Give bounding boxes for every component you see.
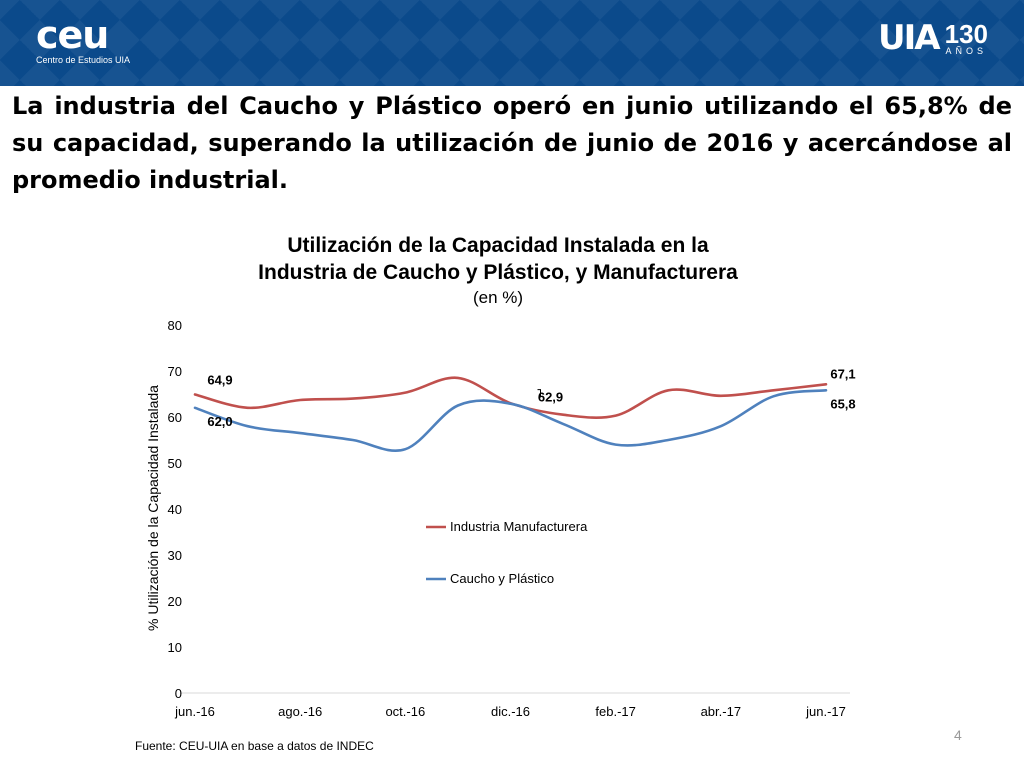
anniversary-text: AÑOS bbox=[945, 45, 988, 56]
slide-headline: La industria del Caucho y Plástico operó… bbox=[12, 92, 1012, 194]
ceu-logo-text: ceu bbox=[36, 13, 109, 57]
y-tick-label: 70 bbox=[168, 364, 182, 379]
uia-130-logo: UIA 130 AÑOS bbox=[878, 18, 988, 58]
anniversary-number: 130 bbox=[944, 18, 988, 49]
y-tick-label: 40 bbox=[168, 502, 182, 517]
x-tick-label: dic.-16 bbox=[491, 704, 530, 719]
chart-title: Utilización de la Capacidad Instalada en… bbox=[200, 232, 796, 286]
ceu-logo-subtext: Centro de Estudios UIA bbox=[36, 55, 131, 65]
legend-label: Industria Manufacturera bbox=[450, 519, 588, 534]
ceu-logo: ceu Centro de Estudios UIA bbox=[36, 16, 130, 65]
y-tick-label: 60 bbox=[168, 410, 182, 425]
x-tick-label: feb.-17 bbox=[595, 704, 635, 719]
chart-subtitle: (en %) bbox=[472, 288, 524, 307]
y-axis-label: % Utilización de la Capacidad Instalada bbox=[145, 385, 161, 631]
x-tick-label: oct.-16 bbox=[385, 704, 425, 719]
x-tick-label: abr.-17 bbox=[701, 704, 741, 719]
data-label: 64,9 bbox=[207, 372, 232, 387]
chart-series bbox=[193, 376, 828, 452]
chart-title-line-2: Industria de Caucho y Plástico, y Manufa… bbox=[258, 261, 738, 284]
page-number: 4 bbox=[954, 727, 962, 743]
x-tick-label: jun.-16 bbox=[174, 704, 215, 719]
y-tick-label: 20 bbox=[168, 594, 182, 609]
chart-legend: Industria Manufacturera Caucho y Plástico bbox=[426, 519, 588, 586]
data-label: 65,8 bbox=[830, 396, 855, 411]
header-banner: ceu Centro de Estudios UIA UIA 130 AÑOS bbox=[0, 0, 1024, 86]
series-line-manufacturera bbox=[193, 376, 828, 419]
chart-data-labels: 64,9 62,0 62,9 67,1 65,8 bbox=[207, 366, 855, 428]
y-tick-label: 80 bbox=[168, 318, 182, 333]
data-label-leader bbox=[537, 389, 541, 397]
chart-title-line-1: Utilización de la Capacidad Instalada en… bbox=[287, 234, 709, 257]
series-line-caucho-plastico bbox=[193, 389, 828, 452]
chart-axes: 0 10 20 30 40 50 60 70 80 jun.-16 ago.-16 oct.-16 di… bbox=[168, 318, 850, 719]
data-label: 67,1 bbox=[830, 366, 855, 381]
uia-logo-text: UIA bbox=[878, 18, 941, 58]
legend-label: Caucho y Plástico bbox=[450, 571, 554, 586]
data-label: 62,9 bbox=[538, 390, 563, 405]
source-note: Fuente: CEU-UIA en base a datos de INDEC bbox=[135, 739, 374, 753]
y-tick-label: 0 bbox=[175, 686, 182, 701]
data-label: 62,0 bbox=[207, 414, 232, 429]
x-tick-label: ago.-16 bbox=[278, 704, 322, 719]
anniversary-mark: 130 AÑOS bbox=[945, 21, 988, 56]
y-tick-label: 30 bbox=[168, 548, 182, 563]
y-tick-label: 10 bbox=[168, 640, 182, 655]
x-tick-label: jun.-17 bbox=[805, 704, 846, 719]
y-tick-label: 50 bbox=[168, 456, 182, 471]
